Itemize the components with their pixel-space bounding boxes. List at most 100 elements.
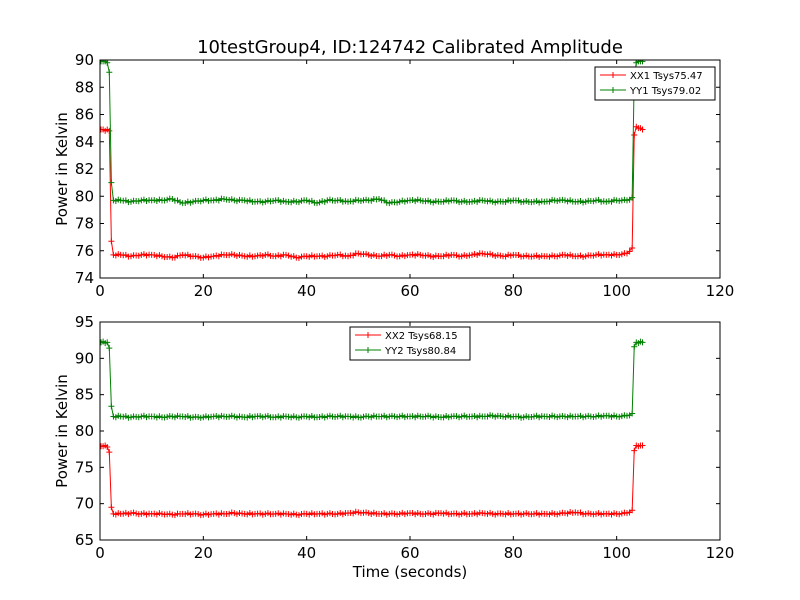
data-point bbox=[272, 253, 279, 260]
data-point-marker bbox=[192, 253, 199, 260]
data-point-marker bbox=[316, 253, 323, 260]
data-point bbox=[138, 197, 145, 204]
data-point bbox=[562, 413, 568, 420]
data-point bbox=[210, 197, 217, 204]
data-point-marker bbox=[277, 511, 284, 518]
legend: XX2 Tsys68.15 YY2 Tsys80.84 bbox=[349, 326, 471, 361]
data-point-marker bbox=[580, 199, 587, 206]
data-point-marker bbox=[409, 413, 416, 420]
data-point-marker bbox=[577, 412, 584, 419]
data-point-marker bbox=[618, 413, 625, 420]
data-point-marker bbox=[166, 253, 173, 260]
data-point-marker bbox=[215, 414, 222, 421]
data-point-marker bbox=[368, 511, 375, 518]
data-point-marker bbox=[484, 251, 491, 258]
y-tick-label: 65 bbox=[75, 531, 94, 549]
data-point-marker bbox=[440, 414, 447, 421]
data-point-marker bbox=[352, 413, 359, 420]
data-point bbox=[365, 413, 372, 420]
data-point bbox=[106, 127, 113, 134]
data-point bbox=[108, 403, 115, 410]
data-point-marker bbox=[156, 413, 163, 420]
data-point-marker bbox=[412, 511, 419, 518]
data-point-marker bbox=[595, 510, 602, 517]
data-point-marker bbox=[394, 414, 401, 421]
data-point-marker bbox=[453, 197, 460, 204]
data-point-marker bbox=[182, 200, 189, 207]
data-point-marker bbox=[295, 199, 302, 206]
data-point-marker bbox=[257, 510, 264, 517]
data-point-marker bbox=[306, 414, 313, 421]
data-point-marker bbox=[215, 511, 222, 518]
data-point-marker bbox=[577, 252, 584, 259]
data-point-marker bbox=[339, 414, 346, 421]
data-point-marker bbox=[164, 413, 171, 420]
data-point bbox=[479, 197, 486, 204]
data-point bbox=[479, 250, 486, 257]
data-point bbox=[231, 510, 238, 517]
data-point-marker bbox=[425, 412, 432, 419]
data-point bbox=[458, 253, 465, 260]
x-tick-label: 60 bbox=[400, 544, 419, 562]
data-point bbox=[231, 251, 238, 258]
data-point-marker bbox=[487, 509, 494, 516]
data-point bbox=[593, 413, 599, 420]
data-point bbox=[324, 253, 331, 260]
data-point bbox=[639, 126, 646, 133]
data-point bbox=[386, 413, 393, 420]
data-point-marker bbox=[257, 198, 264, 205]
data-point-marker bbox=[347, 509, 354, 516]
data-point-marker bbox=[319, 198, 326, 205]
data-point-marker bbox=[554, 414, 561, 421]
data-point-marker bbox=[125, 414, 132, 421]
data-point-marker bbox=[275, 413, 282, 420]
data-point bbox=[593, 251, 599, 258]
data-point bbox=[159, 253, 165, 260]
data-point-marker bbox=[226, 252, 233, 259]
data-point-marker bbox=[135, 252, 142, 259]
data-point-marker bbox=[432, 413, 439, 420]
data-point-marker bbox=[120, 510, 127, 517]
data-point bbox=[438, 510, 444, 517]
data-point bbox=[138, 510, 145, 517]
data-point-marker bbox=[239, 252, 246, 259]
data-point bbox=[128, 414, 134, 421]
data-point-marker bbox=[567, 412, 574, 419]
data-point bbox=[108, 179, 115, 186]
data-point bbox=[303, 510, 310, 517]
data-point-marker bbox=[381, 251, 388, 258]
x-tick-label: 80 bbox=[504, 282, 523, 300]
data-point-marker bbox=[471, 412, 478, 419]
data-point-marker bbox=[618, 197, 625, 204]
data-point-marker bbox=[399, 412, 406, 419]
data-point bbox=[458, 413, 465, 420]
data-point-marker bbox=[445, 252, 452, 259]
data-point bbox=[106, 449, 113, 456]
data-point bbox=[334, 413, 341, 420]
data-point-marker bbox=[360, 197, 367, 204]
data-point bbox=[582, 253, 589, 260]
data-point-marker bbox=[484, 413, 491, 420]
data-point-marker bbox=[543, 413, 550, 420]
data-point bbox=[469, 413, 475, 420]
data-point-marker bbox=[316, 413, 323, 420]
data-point-marker bbox=[533, 510, 540, 517]
data-point-marker bbox=[523, 413, 530, 420]
data-point-marker bbox=[202, 510, 209, 517]
y-tick-label: 76 bbox=[75, 242, 94, 260]
data-point-marker bbox=[399, 197, 406, 204]
data-point-marker bbox=[487, 250, 494, 257]
data-point-marker bbox=[401, 198, 408, 205]
data-point bbox=[520, 510, 527, 517]
data-point-marker bbox=[505, 412, 512, 419]
data-point bbox=[624, 197, 630, 204]
data-point bbox=[365, 251, 372, 258]
data-point-marker bbox=[332, 252, 339, 259]
data-point bbox=[324, 510, 331, 517]
data-point-marker bbox=[484, 510, 491, 517]
data-point-marker bbox=[288, 414, 295, 421]
data-point-marker bbox=[487, 412, 494, 419]
data-point-marker bbox=[595, 412, 602, 419]
data-point bbox=[427, 413, 434, 420]
data-point bbox=[210, 253, 217, 260]
